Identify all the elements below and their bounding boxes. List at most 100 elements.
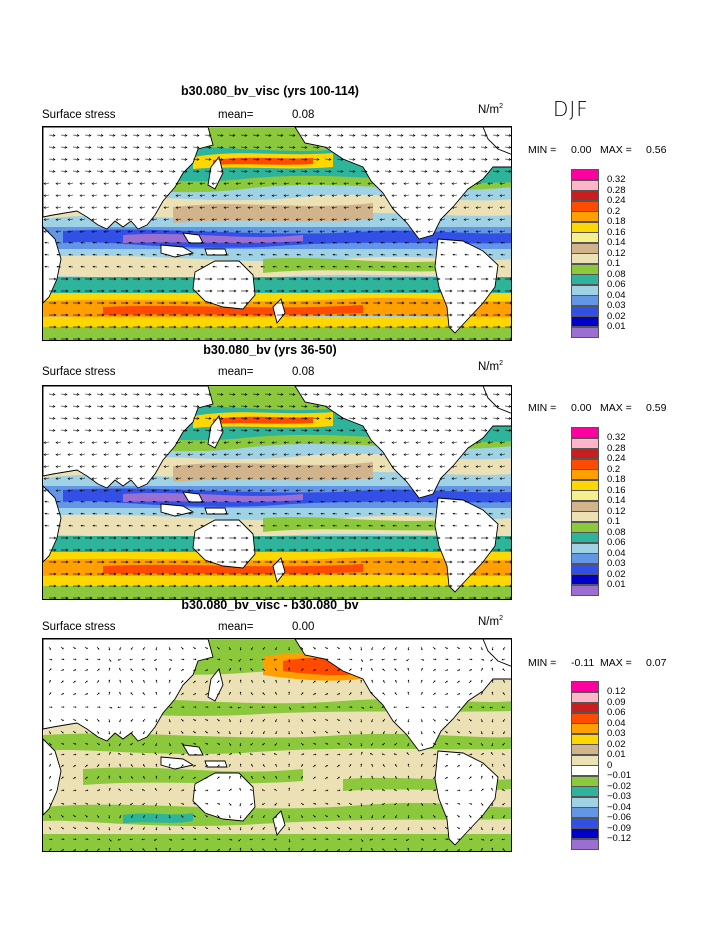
legend-label: 0 (607, 759, 613, 771)
panel-2-title: b30.080_bv (yrs 36-50) (203, 343, 337, 357)
legend-color (571, 838, 599, 850)
legend-color (571, 469, 599, 480)
legend-label: 0.16 (607, 484, 626, 496)
legend-label: −0.02 (607, 780, 632, 792)
legend-label: 0.08 (607, 268, 626, 280)
legend-label: 0.2 (607, 463, 621, 475)
legend-label: 0.06 (607, 279, 626, 290)
legend-color (571, 511, 599, 522)
panel-2-min-label: MIN = (528, 402, 557, 414)
legend-color (571, 500, 599, 512)
panel-2-max-value: 0.59 (646, 402, 667, 414)
panel-1-units: N/m2 (478, 103, 503, 116)
panel-3-max-value: 0.07 (646, 657, 667, 669)
legend-color (571, 521, 599, 533)
legend-label: 0.02 (607, 738, 626, 750)
legend-label: −0.01 (607, 770, 632, 781)
legend-color (571, 490, 599, 501)
legend-label: 0.18 (607, 216, 626, 227)
legend-color (571, 775, 599, 787)
panel-3-title: b30.080_bv_visc - b30.080_bv (181, 598, 359, 612)
legend-label: 0.12 (607, 247, 626, 259)
panel-2-legend: 0.32 0.28 0.24 0.2 0.18 0.16 0.14 0.12 0.1 0.08 0.… (571, 427, 671, 607)
legend-color (571, 754, 599, 766)
legend-color (571, 284, 599, 296)
legend-label: 0.02 (607, 568, 626, 580)
legend-color (571, 744, 599, 755)
legend-label: 0.02 (607, 310, 626, 322)
legend-label: 0.14 (607, 495, 626, 506)
legend-color (571, 200, 599, 212)
legend-color (571, 437, 599, 449)
legend-label: 0.32 (607, 432, 626, 443)
legend-label: 0.04 (607, 717, 626, 729)
legend-label: −0.04 (607, 801, 632, 813)
legend-color (571, 553, 599, 564)
legend-label: 0.06 (607, 537, 626, 548)
legend-label: 0.01 (607, 749, 626, 760)
legend-label: 0.32 (607, 174, 626, 185)
panel-3-field-label: Surface stress (42, 621, 116, 633)
panel-1-min-value: 0.00 (571, 144, 592, 156)
legend-label: 0.14 (607, 237, 626, 248)
legend-label: 0.1 (607, 258, 621, 269)
legend-label: 0.12 (607, 505, 626, 517)
legend-color (571, 448, 599, 459)
legend-color (571, 681, 599, 692)
legend-color (571, 691, 599, 703)
legend-color (571, 211, 599, 222)
legend-label: 0.08 (607, 526, 626, 538)
panel-1-max-value: 0.56 (646, 144, 667, 156)
stress-diff-map-svg (43, 639, 511, 851)
legend-label: 0.12 (607, 686, 626, 697)
panel-2-units: N/m2 (478, 360, 503, 373)
legend-color (571, 305, 599, 317)
panel-2-max-label: MAX = (600, 402, 632, 414)
panel-3-mean-value: 0.00 (292, 621, 315, 633)
legend-color (571, 712, 599, 724)
legend-label: 0.18 (607, 474, 626, 485)
legend-label: 0.06 (607, 707, 626, 718)
panel-2-mean-value: 0.08 (292, 366, 315, 378)
legend-color (571, 796, 599, 808)
panel-2-mean-label: mean= (218, 366, 254, 378)
legend-label: 0.28 (607, 442, 626, 454)
legend-label: 0.24 (607, 195, 626, 206)
legend-label: 0.1 (607, 516, 621, 527)
legend-label: 0.03 (607, 728, 626, 739)
panel-2-map (42, 385, 512, 600)
legend-color (571, 807, 599, 818)
legend-color (571, 532, 599, 543)
legend-color (571, 169, 599, 180)
legend-color (571, 584, 599, 596)
legend-color (571, 427, 599, 438)
panel-1-title: b30.080_bv_visc (yrs 100-114) (181, 84, 359, 98)
legend-color (571, 563, 599, 575)
panel-1-mean-value: 0.08 (292, 109, 315, 121)
panel-1-mean-label: mean= (218, 109, 254, 121)
panel-3-mean-label: mean= (218, 621, 254, 633)
legend-label: 0.01 (607, 579, 626, 590)
legend-label: −0.03 (607, 791, 632, 802)
legend-label: 0.09 (607, 696, 626, 708)
legend-color (571, 242, 599, 254)
legend-label: 0.04 (607, 289, 626, 301)
legend-color (571, 542, 599, 554)
legend-label: −0.06 (607, 812, 632, 823)
stress-map-svg (43, 127, 511, 340)
season-label: DJF (553, 97, 589, 121)
legend-label: 0.04 (607, 547, 626, 559)
legend-label: −0.12 (607, 833, 632, 844)
panel-2-min-value: 0.00 (571, 402, 592, 414)
legend-label: 0.24 (607, 453, 626, 464)
legend-label: −0.09 (607, 822, 632, 834)
legend-color (571, 221, 599, 233)
panel-3-units: N/m2 (478, 615, 503, 628)
panel-1-min-label: MIN = (528, 144, 557, 156)
stress-map-svg (43, 386, 511, 599)
legend-label: 0.03 (607, 558, 626, 569)
panel-1-legend: 0.32 0.28 0.24 0.2 0.18 0.16 0.14 0.12 0.1 0.08 0.… (571, 169, 671, 349)
legend-color (571, 316, 599, 327)
legend-color (571, 190, 599, 201)
panel-1-map (42, 126, 512, 341)
